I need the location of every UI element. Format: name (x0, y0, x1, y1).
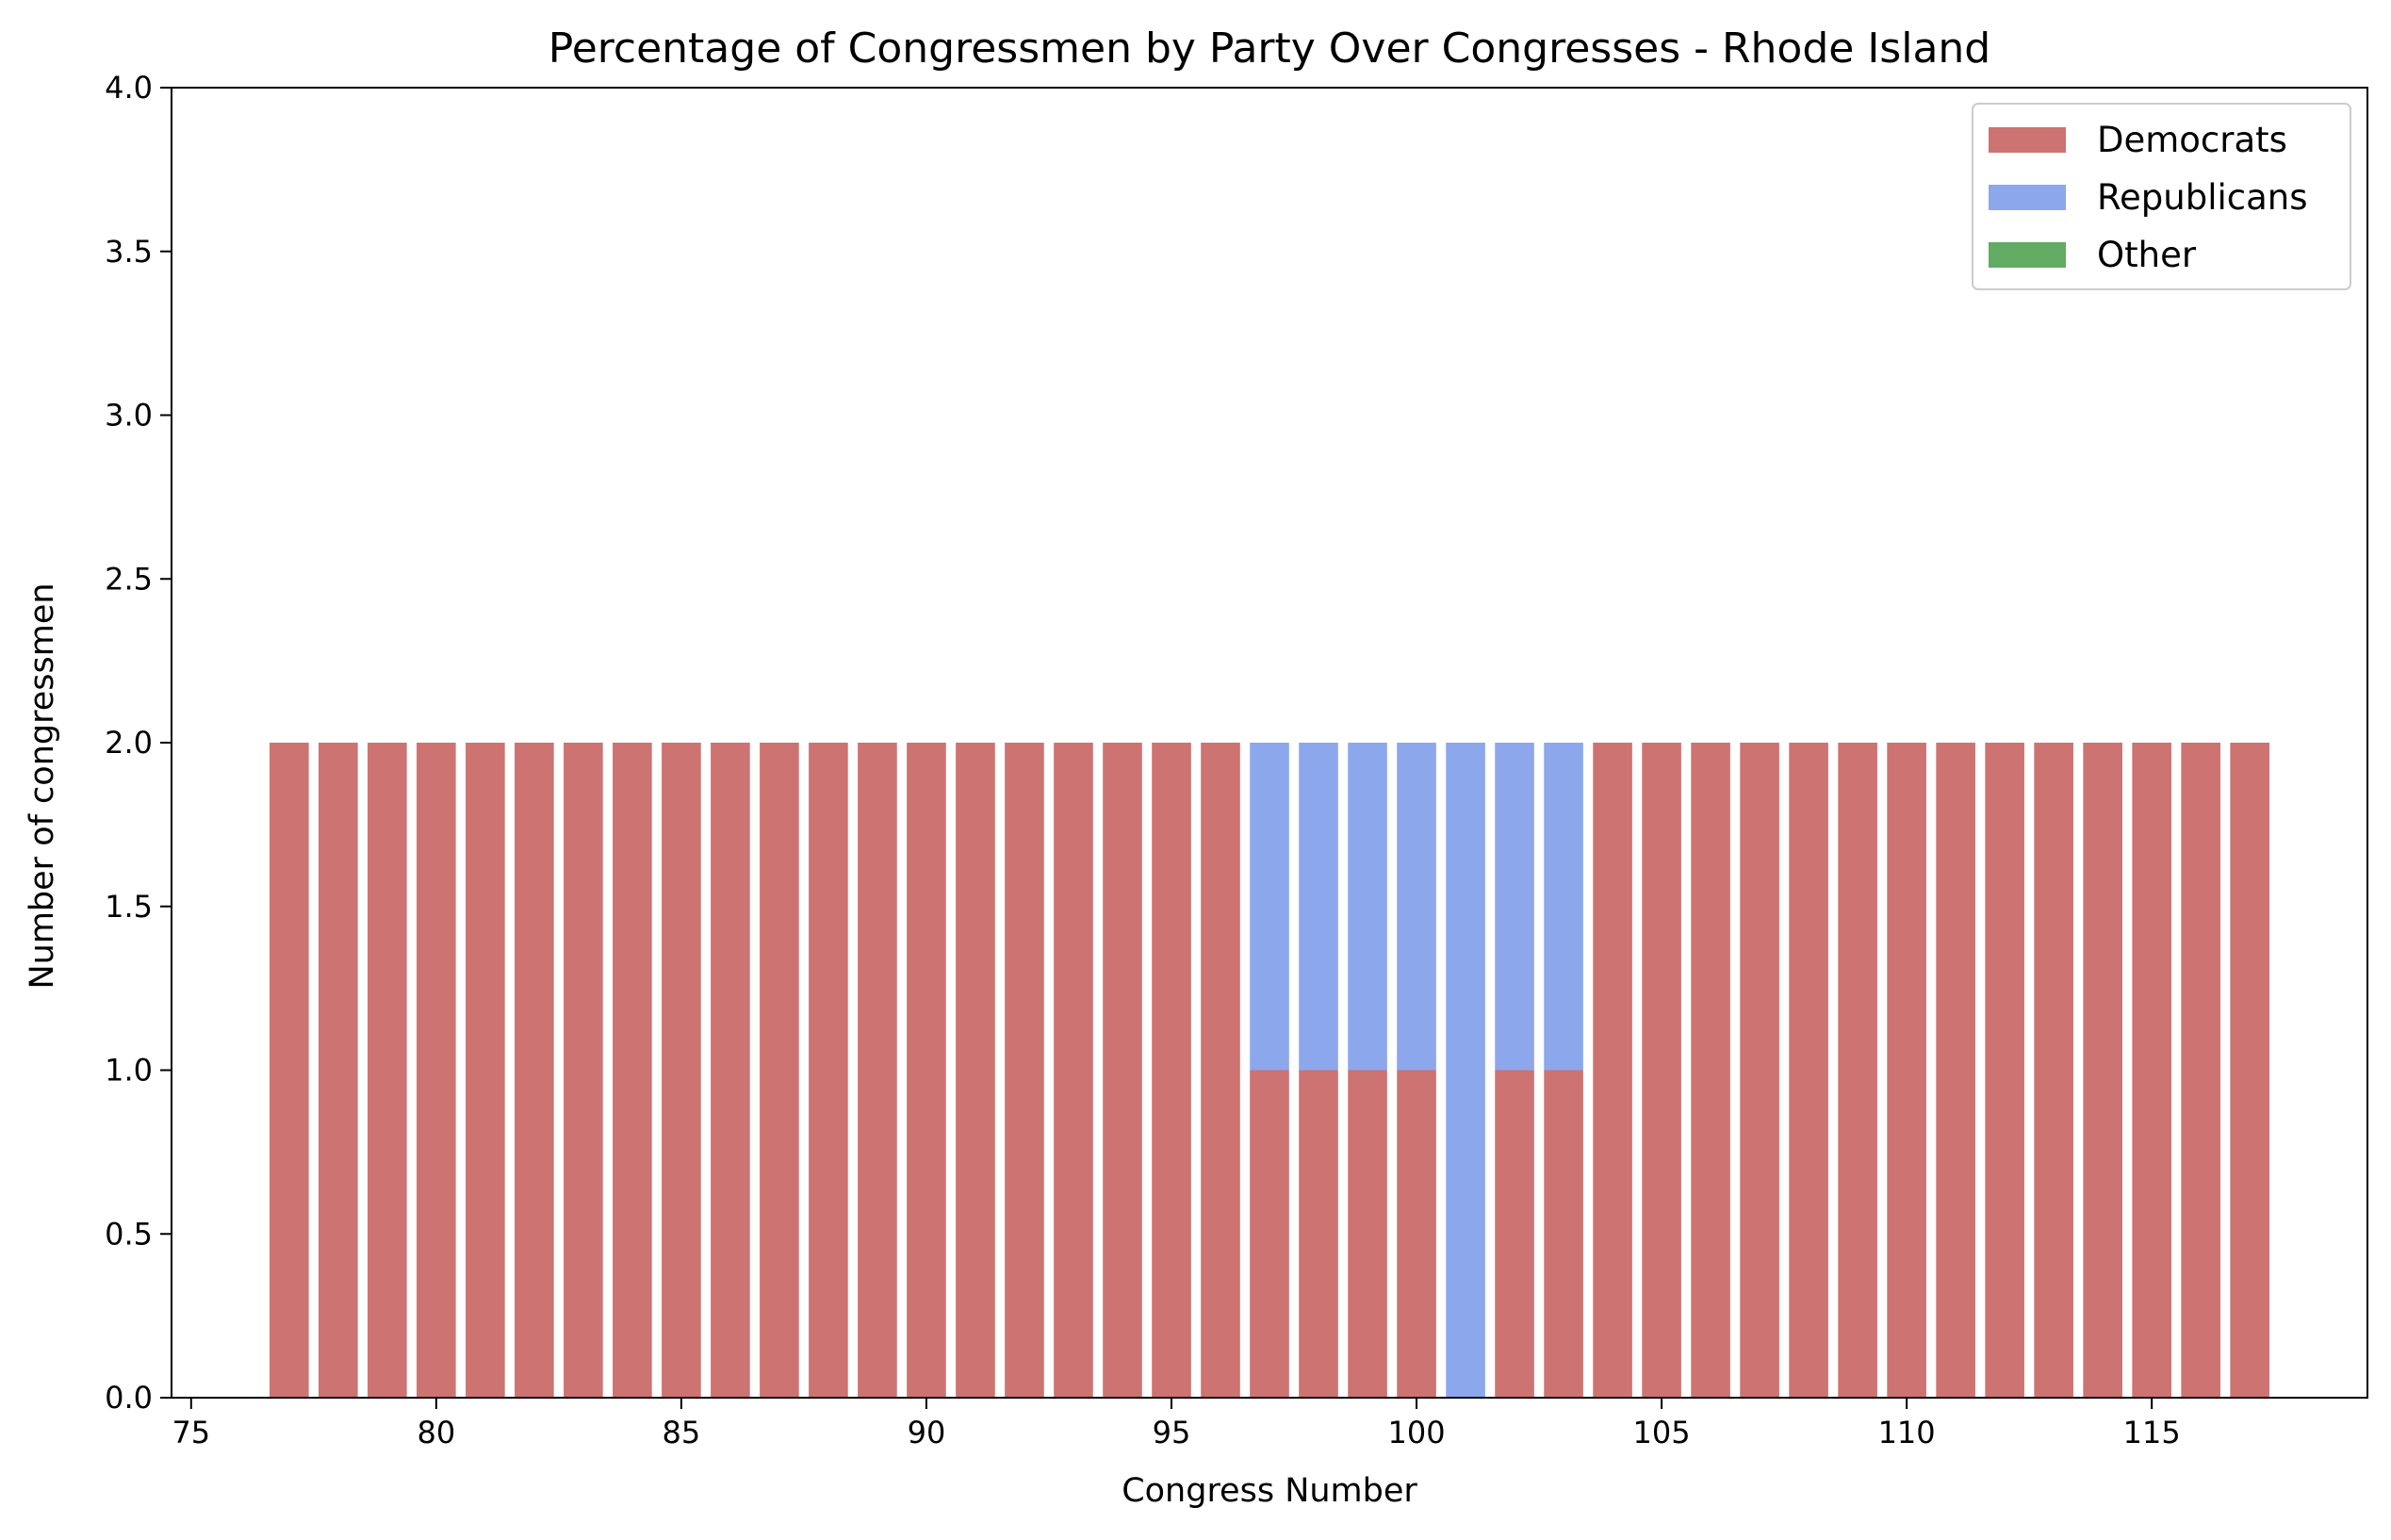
y-tick-label: 2.0 (105, 725, 153, 761)
x-tick-label: 100 (1387, 1415, 1445, 1450)
x-tick-label: 75 (172, 1415, 210, 1450)
bars-layer (270, 743, 2269, 1398)
bar-democrats-91 (956, 743, 995, 1398)
bar-democrats-99 (1348, 1070, 1387, 1398)
bar-democrats-98 (1299, 1070, 1338, 1398)
bar-democrats-96 (1201, 743, 1240, 1398)
bar-democrats-97 (1250, 1070, 1289, 1398)
bar-democrats-79 (368, 743, 407, 1398)
bar-democrats-86 (711, 743, 750, 1398)
legend: Democrats Republicans Other (1972, 103, 2351, 290)
bar-democrats-112 (1985, 743, 2024, 1398)
y-tick-label: 2.5 (105, 561, 153, 597)
bar-democrats-110 (1887, 743, 1926, 1398)
x-axis: 75 80 85 90 95 100 105 110 115 (172, 1398, 2181, 1450)
x-tick-label: 105 (1633, 1415, 1691, 1450)
bar-democrats-81 (466, 743, 505, 1398)
y-tick-label: 0.0 (105, 1380, 153, 1416)
y-tick-label: 0.5 (105, 1216, 153, 1252)
bar-democrats-115 (2132, 743, 2171, 1398)
bar-democrats-113 (2034, 743, 2073, 1398)
x-tick-label: 110 (1878, 1415, 1936, 1450)
legend-box (1972, 103, 2351, 290)
x-tick-label: 80 (417, 1415, 455, 1450)
bar-democrats-116 (2181, 743, 2220, 1398)
bar-democrats-108 (1789, 743, 1828, 1398)
x-tick-label: 85 (663, 1415, 701, 1450)
bar-republicans-97 (1250, 743, 1289, 1071)
y-axis-label: Number of congressmen (24, 582, 61, 989)
bar-democrats-92 (1005, 743, 1044, 1398)
bar-democrats-84 (613, 743, 652, 1398)
bar-republicans-98 (1299, 743, 1338, 1071)
bar-democrats-94 (1103, 743, 1142, 1398)
bar-republicans-101 (1446, 743, 1485, 1398)
legend-swatch-democrats (1989, 127, 2066, 153)
bar-democrats-106 (1691, 743, 1730, 1398)
bar-democrats-93 (1054, 743, 1093, 1398)
bar-democrats-78 (319, 743, 358, 1398)
bar-democrats-80 (417, 743, 456, 1398)
legend-label-democrats: Democrats (2097, 120, 2287, 160)
bar-democrats-83 (564, 743, 603, 1398)
bar-democrats-82 (515, 743, 554, 1398)
bar-democrats-111 (1936, 743, 1975, 1398)
x-tick-label: 90 (908, 1415, 946, 1450)
bar-democrats-85 (662, 743, 701, 1398)
x-tick-label: 115 (2123, 1415, 2181, 1450)
bar-republicans-103 (1544, 743, 1583, 1071)
bar-democrats-88 (809, 743, 848, 1398)
chart-title: Percentage of Congressmen by Party Over … (549, 25, 1990, 73)
bar-republicans-99 (1348, 743, 1387, 1071)
x-axis-label: Congress Number (1122, 1472, 1417, 1510)
bar-democrats-95 (1152, 743, 1191, 1398)
bar-democrats-87 (760, 743, 799, 1398)
legend-swatch-republicans (1989, 185, 2066, 210)
y-tick-label: 4.0 (105, 70, 153, 106)
bar-democrats-109 (1838, 743, 1877, 1398)
bar-republicans-100 (1397, 743, 1436, 1071)
bar-democrats-114 (2083, 743, 2122, 1398)
bar-democrats-100 (1397, 1070, 1436, 1398)
bar-democrats-90 (907, 743, 946, 1398)
y-tick-label: 1.0 (105, 1053, 153, 1089)
legend-swatch-other (1989, 242, 2066, 268)
y-tick-label: 3.0 (105, 398, 153, 434)
bar-democrats-107 (1740, 743, 1779, 1398)
legend-label-other: Other (2097, 235, 2197, 275)
bar-democrats-77 (270, 743, 309, 1398)
bar-democrats-102 (1495, 1070, 1534, 1398)
y-tick-label: 1.5 (105, 889, 153, 925)
bar-democrats-103 (1544, 1070, 1583, 1398)
bar-democrats-117 (2230, 743, 2269, 1398)
y-axis: 0.0 0.5 1.0 1.5 2.0 2.5 3.0 3.5 4.0 (105, 70, 172, 1416)
y-tick-label: 3.5 (105, 234, 153, 270)
x-tick-label: 95 (1153, 1415, 1191, 1450)
bar-democrats-89 (858, 743, 897, 1398)
legend-label-republicans: Republicans (2097, 177, 2308, 218)
bar-democrats-104 (1593, 743, 1632, 1398)
bar-democrats-105 (1642, 743, 1681, 1398)
bar-republicans-102 (1495, 743, 1534, 1071)
